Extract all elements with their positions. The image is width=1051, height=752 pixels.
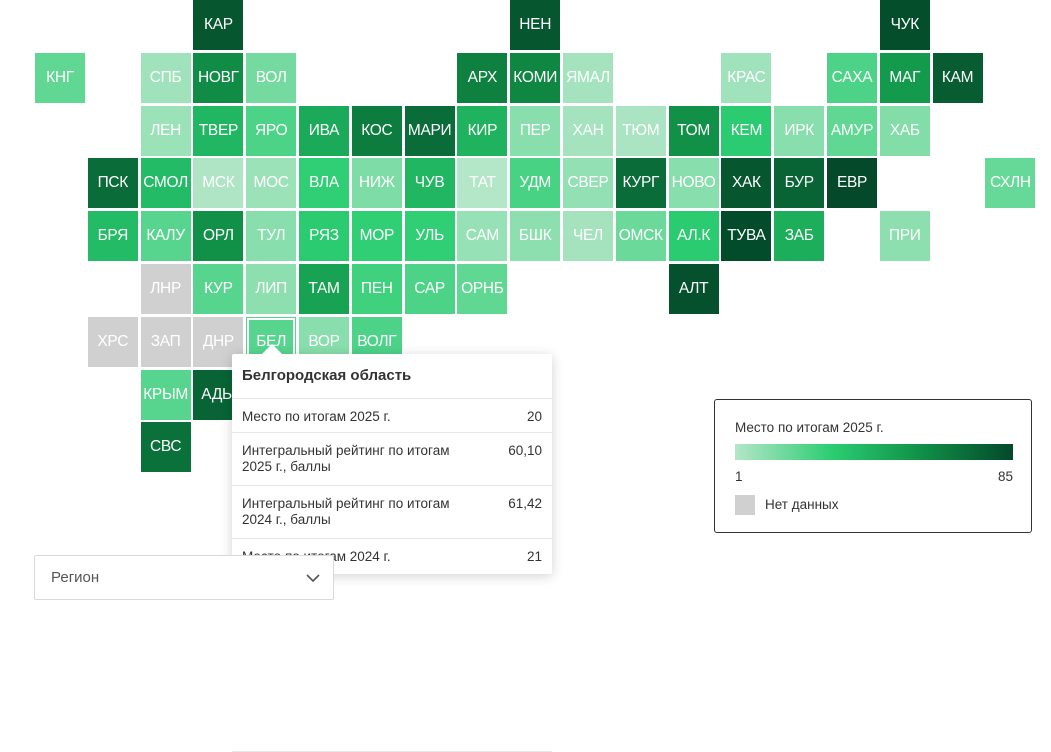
region-tile[interactable]: ИРК xyxy=(774,105,825,156)
region-tile[interactable]: НИЖ xyxy=(351,158,402,209)
tooltip-row-label: Интегральный рейтинг по итогам 2024 г., … xyxy=(242,496,450,527)
legend-max-label: 85 xyxy=(997,469,1013,484)
tooltip-row-label: Интегральный рейтинг по итогам 2025 г., … xyxy=(242,443,450,474)
region-tile[interactable]: КУР xyxy=(193,264,244,314)
tooltip-row-value: 21 xyxy=(526,549,542,564)
legend-no-data-swatch xyxy=(735,495,755,515)
region-tile[interactable]: УЛЬ xyxy=(404,211,455,262)
regions-tile-map: КАР НЕН ЧУК КНГ СПБ НОВГ ВОЛ АРХ КОМИ ЯМАЛ КРАС САХ… xyxy=(35,0,1036,473)
region-tile[interactable]: КОС xyxy=(351,105,402,156)
region-tile[interactable]: КУРГ xyxy=(615,158,666,209)
region-tile[interactable]: САХА xyxy=(827,52,877,103)
tooltip-caret xyxy=(262,344,282,354)
legend-title: Место по итогам 2025 г. xyxy=(735,420,884,435)
region-tile[interactable]: ХАН xyxy=(563,105,613,156)
region-tile[interactable]: ЕВР xyxy=(827,158,877,209)
region-tile[interactable]: ВЛА xyxy=(299,158,349,209)
region-tile[interactable]: ЧУК xyxy=(879,0,930,50)
region-tile[interactable]: ТОМ xyxy=(668,105,719,156)
tooltip-row-value: 60,10 xyxy=(508,443,542,458)
tooltip-row-value: 20 xyxy=(526,409,542,424)
region-tile[interactable]: КРЫМ xyxy=(140,369,191,420)
region-tile[interactable]: БРЯ xyxy=(87,211,138,262)
region-tile[interactable]: САМ xyxy=(457,211,508,262)
region-tile[interactable]: СВС xyxy=(140,422,191,473)
region-tile[interactable]: НОВГ xyxy=(193,52,244,103)
tooltip-title: Белгородская область xyxy=(242,367,412,384)
region-tile[interactable]: КОМИ xyxy=(510,52,561,103)
region-tile[interactable]: КИР xyxy=(457,105,508,156)
region-tile[interactable]: ТЮМ xyxy=(615,105,666,156)
legend-no-data-label: Нет данных xyxy=(765,497,839,512)
region-tile[interactable]: ХРС xyxy=(87,316,138,367)
region-tile[interactable]: МСК xyxy=(193,158,244,209)
region-tile[interactable]: КРАС xyxy=(721,52,772,103)
legend-min-label: 1 xyxy=(735,469,743,484)
region-tile[interactable]: ЯМАЛ xyxy=(563,52,613,103)
region-tile[interactable]: МОС xyxy=(246,158,297,209)
tooltip-row-value: 61,42 xyxy=(508,496,542,511)
region-tile[interactable]: ОРНБ xyxy=(457,264,508,314)
region-tile[interactable]: БШК xyxy=(510,211,561,262)
region-tile[interactable]: СХЛН xyxy=(985,158,1036,209)
tooltip-row: Интегральный рейтинг по итогам 2025 г., … xyxy=(232,432,552,485)
region-tile[interactable]: ТАМ xyxy=(299,264,349,314)
region-tile[interactable]: ЛЕН xyxy=(140,105,191,156)
region-tile[interactable]: КАР xyxy=(193,0,244,50)
region-tile[interactable]: НЕН xyxy=(510,0,561,50)
region-tile[interactable]: БУР xyxy=(774,158,825,209)
region-select[interactable]: Регион xyxy=(34,555,334,600)
tooltip-row: Интегральный рейтинг по итогам 2024 г., … xyxy=(232,485,552,538)
region-tile[interactable]: КАЛУ xyxy=(140,211,191,262)
region-tile[interactable]: КАМ xyxy=(932,52,983,103)
tooltip-row-label: Место по итогам 2025 г. xyxy=(242,409,391,424)
region-tile[interactable]: ОРЛ xyxy=(193,211,244,262)
region-tile[interactable]: КНГ xyxy=(35,52,85,103)
region-tile[interactable]: ТУВА xyxy=(721,211,772,262)
region-tile[interactable]: КЕМ xyxy=(721,105,772,156)
region-tile[interactable]: ЧУВ xyxy=(404,158,455,209)
region-tile[interactable]: САР xyxy=(404,264,455,314)
region-tile[interactable]: МОР xyxy=(351,211,402,262)
region-tile[interactable]: ОМСК xyxy=(615,211,666,262)
region-tile[interactable]: ХАК xyxy=(721,158,772,209)
legend-gradient-bar xyxy=(735,444,1013,460)
region-tile[interactable]: СПБ xyxy=(140,52,191,103)
region-tile[interactable]: АЛ.К xyxy=(668,211,719,262)
region-tile[interactable]: ЗАП xyxy=(140,316,191,367)
region-tile[interactable]: ЧЕЛ xyxy=(563,211,613,262)
region-tooltip: Белгородская область Место по итогам 202… xyxy=(232,344,552,752)
region-tile[interactable]: РЯЗ xyxy=(299,211,349,262)
region-tile[interactable]: УДМ xyxy=(510,158,561,209)
region-tile[interactable]: ПЕР xyxy=(510,105,561,156)
region-select-placeholder: Регион xyxy=(51,569,100,586)
region-tile[interactable]: ЗАБ xyxy=(774,211,825,262)
region-tile[interactable]: ЛНР xyxy=(140,264,191,314)
tooltip-row: Место по итогам 2025 г. 20 xyxy=(232,398,552,432)
region-tile[interactable]: ПСК xyxy=(87,158,138,209)
region-tile[interactable]: МАГ xyxy=(879,52,930,103)
region-tile[interactable]: МАРИ xyxy=(404,105,455,156)
region-tile[interactable]: СВЕР xyxy=(563,158,613,209)
region-tile[interactable]: АРХ xyxy=(457,52,508,103)
region-tile[interactable]: АМУР xyxy=(827,105,877,156)
region-tile[interactable]: ХАБ xyxy=(879,105,930,156)
region-tile[interactable]: СМОЛ xyxy=(140,158,191,209)
region-tile[interactable]: ЯРО xyxy=(246,105,297,156)
region-tile[interactable]: ТАТ xyxy=(457,158,508,209)
legend: Место по итогам 2025 г. 1 85 Нет данных xyxy=(714,399,1032,533)
region-tile[interactable]: ТВЕР xyxy=(193,105,244,156)
region-tile[interactable]: ПЕН xyxy=(351,264,402,314)
region-tile[interactable]: ВОЛ xyxy=(246,52,297,103)
region-tile[interactable]: ПРИ xyxy=(879,211,930,262)
region-tile[interactable]: ИВА xyxy=(299,105,349,156)
chevron-down-icon xyxy=(306,574,320,583)
region-tile[interactable]: НОВО xyxy=(668,158,719,209)
region-tile[interactable]: ТУЛ xyxy=(246,211,297,262)
region-tile[interactable]: АЛТ xyxy=(668,264,719,314)
region-tile[interactable]: ЛИП xyxy=(246,264,297,314)
